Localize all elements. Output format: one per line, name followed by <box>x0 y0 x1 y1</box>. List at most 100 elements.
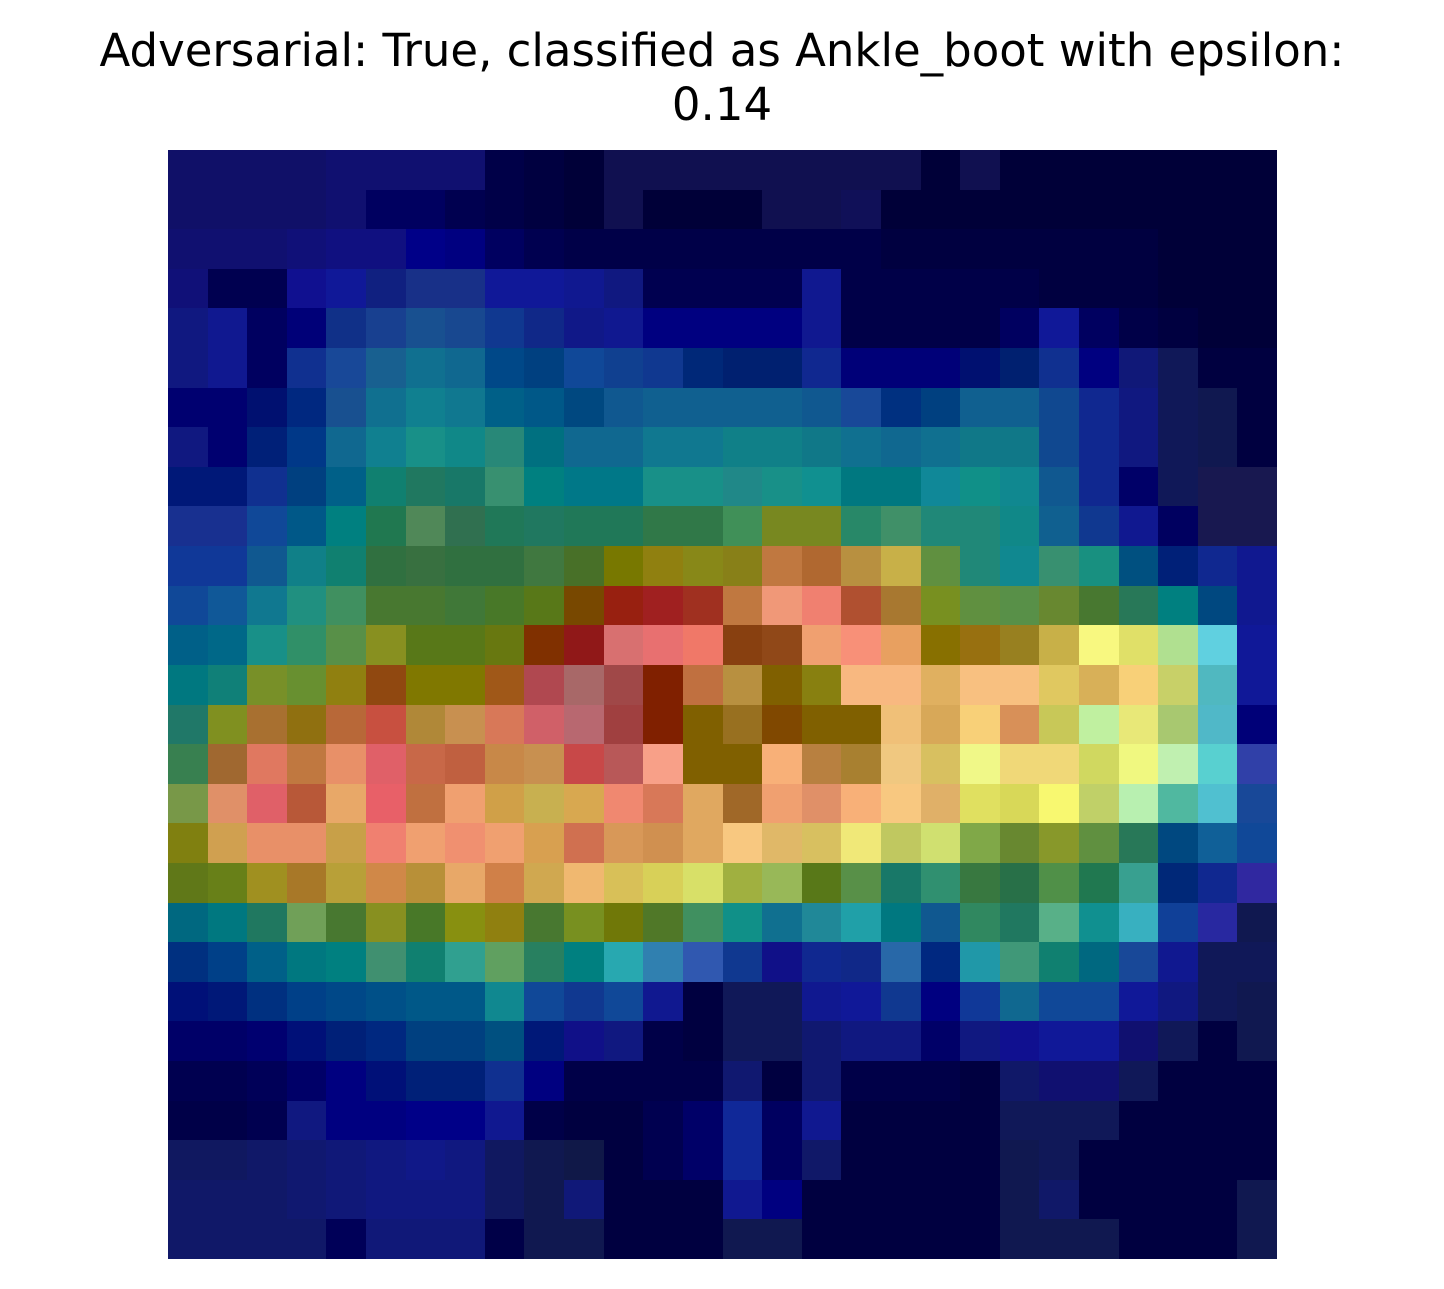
heatmap-cell <box>1118 268 1159 309</box>
heatmap-cell <box>801 506 842 547</box>
heatmap-cell <box>880 783 921 824</box>
heatmap-cell <box>603 268 644 309</box>
heatmap-cell <box>405 1060 446 1101</box>
heatmap-cell <box>168 704 208 745</box>
heatmap-cell <box>801 1179 842 1220</box>
heatmap-cell <box>682 902 723 943</box>
heatmap-cell <box>1158 1140 1198 1180</box>
heatmap-cell <box>1118 348 1159 388</box>
heatmap-cell <box>484 387 525 428</box>
heatmap-cell <box>762 1060 802 1101</box>
heatmap-cell <box>801 1219 842 1259</box>
heatmap-cell <box>1197 150 1238 190</box>
heatmap-cell <box>524 308 565 349</box>
heatmap-cell <box>920 150 961 190</box>
heatmap-cell <box>682 625 723 665</box>
heatmap-cell <box>960 1140 1000 1180</box>
heatmap-cell <box>326 1021 367 1061</box>
heatmap-cell <box>1039 506 1079 547</box>
heatmap-cell <box>722 1140 763 1180</box>
heatmap-cell <box>920 1219 961 1259</box>
heatmap-cell <box>1197 744 1238 784</box>
heatmap-cell <box>603 704 644 745</box>
heatmap-cell <box>1039 981 1079 1022</box>
heatmap-cell <box>1158 229 1198 269</box>
heatmap-cell <box>722 585 763 626</box>
heatmap-cell <box>286 189 327 230</box>
heatmap-cell <box>247 546 287 586</box>
heatmap-cell <box>405 308 446 349</box>
heatmap-cell <box>920 823 961 863</box>
heatmap-cell <box>484 744 525 784</box>
heatmap-cell <box>286 1179 327 1220</box>
heatmap-cell <box>1158 1021 1198 1061</box>
heatmap-cell <box>564 585 604 626</box>
heatmap-cell <box>960 229 1000 269</box>
heatmap-cell <box>1118 823 1159 863</box>
heatmap-cell <box>1118 229 1159 269</box>
heatmap-cell <box>920 1179 961 1220</box>
heatmap-cell <box>1078 1179 1119 1220</box>
heatmap-cell <box>603 1140 644 1180</box>
heatmap-cell <box>762 862 802 903</box>
heatmap-cell <box>168 744 208 784</box>
heatmap-cell <box>168 546 208 586</box>
heatmap-cell <box>1237 268 1277 309</box>
heatmap-cell <box>207 664 248 705</box>
heatmap-cell <box>801 744 842 784</box>
heatmap-cell <box>1039 546 1079 586</box>
heatmap-cell <box>801 1100 842 1141</box>
heatmap-cell <box>366 268 406 309</box>
heatmap-cell <box>366 744 406 784</box>
heatmap-cell <box>603 902 644 943</box>
heatmap-cell <box>445 427 485 467</box>
heatmap-cell <box>524 625 565 665</box>
heatmap-cell <box>524 783 565 824</box>
heatmap-cell <box>801 783 842 824</box>
heatmap-cell <box>1078 664 1119 705</box>
heatmap-cell <box>682 585 723 626</box>
heatmap-cell <box>1039 1179 1079 1220</box>
heatmap-cell <box>880 1021 921 1061</box>
heatmap-cell <box>247 189 287 230</box>
heatmap-cell <box>564 427 604 467</box>
heatmap-cell <box>524 229 565 269</box>
heatmap-cell <box>484 229 525 269</box>
heatmap-cell <box>207 150 248 190</box>
heatmap-cell <box>564 744 604 784</box>
heatmap-cell <box>999 585 1040 626</box>
heatmap-cell <box>247 427 287 467</box>
heatmap-cell <box>524 1021 565 1061</box>
heatmap-cell <box>880 466 921 507</box>
heatmap-cell <box>960 189 1000 230</box>
heatmap-cell <box>682 387 723 428</box>
heatmap-cell <box>1197 1140 1238 1180</box>
heatmap-cell <box>999 1021 1040 1061</box>
heatmap-cell <box>1237 466 1277 507</box>
heatmap-cell <box>326 1140 367 1180</box>
heatmap-cell <box>682 862 723 903</box>
heatmap-cell <box>643 1100 683 1141</box>
heatmap-cell <box>524 585 565 626</box>
heatmap-cell <box>405 1100 446 1141</box>
heatmap-cell <box>1237 189 1277 230</box>
heatmap-cell <box>564 1179 604 1220</box>
heatmap-cell <box>247 466 287 507</box>
heatmap-cell <box>247 387 287 428</box>
heatmap-cell <box>801 942 842 982</box>
heatmap-cell <box>603 862 644 903</box>
heatmap-cell <box>207 1140 248 1180</box>
heatmap-cell <box>801 704 842 745</box>
heatmap-cell <box>682 1219 723 1259</box>
heatmap-cell <box>247 981 287 1022</box>
heatmap-cell <box>920 427 961 467</box>
heatmap-cell <box>564 229 604 269</box>
heatmap-cell <box>1078 704 1119 745</box>
heatmap-cell <box>682 308 723 349</box>
heatmap-cell <box>326 1219 367 1259</box>
heatmap-cell <box>1197 823 1238 863</box>
heatmap-cell <box>1118 704 1159 745</box>
heatmap-cell <box>1158 1060 1198 1101</box>
heatmap-cell <box>1237 348 1277 388</box>
heatmap-cell <box>366 308 406 349</box>
